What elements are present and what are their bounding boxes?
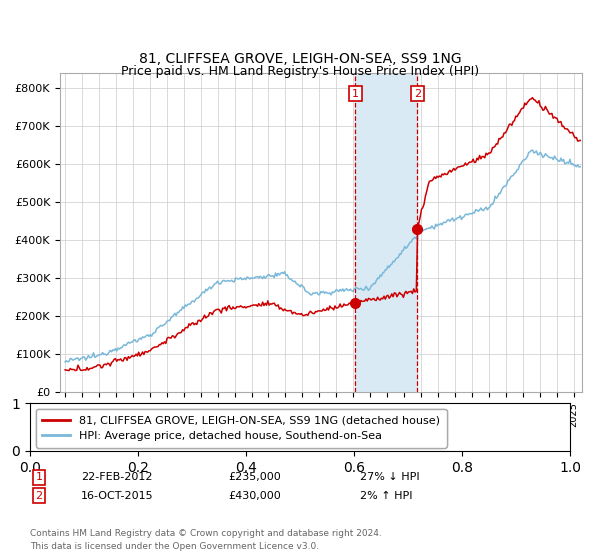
Text: 1: 1	[352, 88, 359, 99]
Text: 2% ↑ HPI: 2% ↑ HPI	[360, 491, 413, 501]
Text: 2: 2	[414, 88, 421, 99]
Text: 81, CLIFFSEA GROVE, LEIGH-ON-SEA, SS9 1NG: 81, CLIFFSEA GROVE, LEIGH-ON-SEA, SS9 1N…	[139, 52, 461, 66]
Text: 27% ↓ HPI: 27% ↓ HPI	[360, 472, 419, 482]
Text: 1: 1	[35, 472, 43, 482]
Text: £430,000: £430,000	[228, 491, 281, 501]
Text: Price paid vs. HM Land Registry's House Price Index (HPI): Price paid vs. HM Land Registry's House …	[121, 64, 479, 78]
Text: Contains HM Land Registry data © Crown copyright and database right 2024.
This d: Contains HM Land Registry data © Crown c…	[30, 529, 382, 550]
Text: £235,000: £235,000	[228, 472, 281, 482]
Text: 22-FEB-2012: 22-FEB-2012	[81, 472, 152, 482]
Text: 2: 2	[35, 491, 43, 501]
Bar	[355, 73, 418, 392]
Text: 16-OCT-2015: 16-OCT-2015	[81, 491, 154, 501]
Legend: 81, CLIFFSEA GROVE, LEIGH-ON-SEA, SS9 1NG (detached house), HPI: Average price, : 81, CLIFFSEA GROVE, LEIGH-ON-SEA, SS9 1N…	[35, 409, 446, 447]
